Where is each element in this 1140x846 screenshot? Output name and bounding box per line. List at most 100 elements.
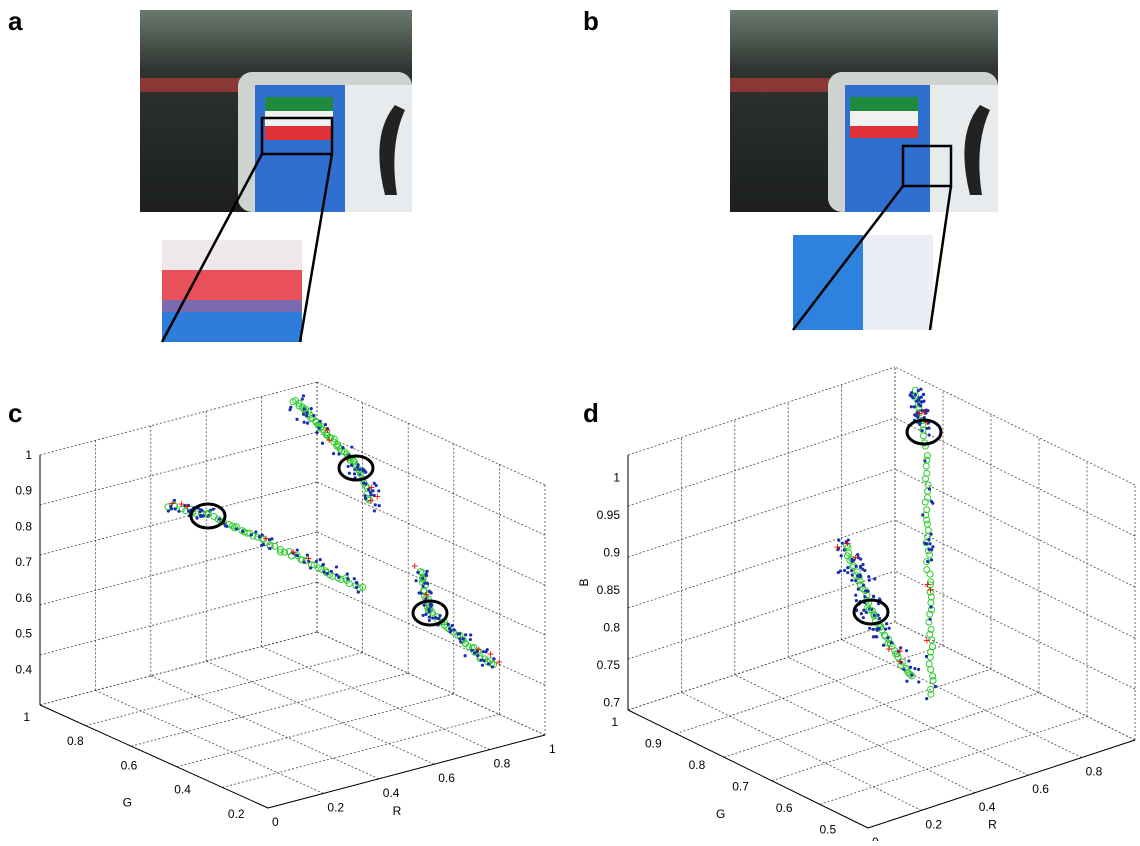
blue-marker bbox=[905, 680, 908, 683]
tick-label: 0.8 bbox=[15, 519, 32, 533]
blue-marker bbox=[235, 527, 238, 530]
blue-marker bbox=[469, 638, 472, 641]
blue-marker bbox=[448, 627, 451, 630]
blue-marker bbox=[850, 579, 853, 582]
grid-line bbox=[222, 714, 499, 787]
grid-line bbox=[40, 482, 317, 555]
blue-marker bbox=[268, 547, 271, 550]
blue-marker bbox=[487, 662, 490, 665]
blue-marker bbox=[348, 472, 351, 475]
red-marker: + bbox=[374, 490, 381, 504]
blue-marker bbox=[491, 665, 494, 668]
blue-marker bbox=[918, 423, 921, 426]
blue-marker bbox=[855, 565, 858, 568]
blue-marker bbox=[918, 396, 921, 399]
blue-marker bbox=[456, 632, 459, 635]
grid-line bbox=[151, 676, 379, 779]
blue-marker bbox=[928, 542, 931, 545]
blue-marker bbox=[321, 442, 324, 445]
blue-marker bbox=[864, 589, 867, 592]
tick-label: 0.8 bbox=[67, 734, 84, 748]
blue-marker bbox=[913, 667, 916, 670]
blue-marker bbox=[914, 393, 917, 396]
green-marker bbox=[924, 521, 930, 527]
grid-line bbox=[40, 382, 317, 455]
blue-marker bbox=[887, 636, 890, 639]
tick-label: 0.9 bbox=[645, 736, 662, 750]
blue-marker bbox=[337, 576, 340, 579]
blue-marker bbox=[925, 655, 928, 658]
blue-marker bbox=[326, 572, 329, 575]
tick-label: 0.2 bbox=[925, 817, 942, 831]
tick-label: 0 bbox=[872, 835, 879, 841]
grid-line bbox=[895, 367, 1135, 485]
tick-label: 0.85 bbox=[597, 583, 621, 597]
blue-marker bbox=[346, 572, 349, 575]
blue-marker bbox=[427, 607, 430, 610]
blue-marker bbox=[862, 584, 865, 587]
blue-marker bbox=[305, 411, 308, 414]
blue-marker bbox=[288, 408, 291, 411]
blue-marker bbox=[851, 573, 854, 576]
blue-marker bbox=[305, 414, 308, 417]
tick-label: 0.5 bbox=[819, 822, 836, 836]
blue-marker bbox=[312, 414, 315, 417]
blue-marker bbox=[301, 398, 304, 401]
tick-label: 0.8 bbox=[603, 621, 620, 635]
blue-marker bbox=[423, 582, 426, 585]
blue-marker bbox=[857, 588, 860, 591]
grid-line bbox=[177, 694, 454, 767]
blue-marker bbox=[459, 640, 462, 643]
green-marker bbox=[927, 571, 933, 577]
green-marker bbox=[928, 600, 934, 606]
blue-marker bbox=[421, 614, 424, 617]
tick-label: 0.4 bbox=[383, 786, 400, 800]
blue-marker bbox=[241, 530, 244, 533]
blue-marker bbox=[839, 569, 842, 572]
blue-marker bbox=[250, 533, 253, 536]
panel-label: c bbox=[8, 398, 22, 428]
blue-marker bbox=[923, 542, 926, 545]
tick-label: 0.6 bbox=[438, 771, 455, 785]
tick-label: 1 bbox=[549, 742, 556, 756]
blue-marker bbox=[862, 616, 865, 619]
blue-marker bbox=[350, 445, 353, 448]
blue-marker bbox=[469, 633, 472, 636]
blue-marker bbox=[353, 577, 356, 580]
blue-marker bbox=[917, 680, 920, 683]
grid-line bbox=[317, 532, 545, 635]
blue-marker bbox=[319, 558, 322, 561]
blue-marker bbox=[451, 624, 454, 627]
green-marker bbox=[925, 527, 931, 533]
blue-marker bbox=[481, 664, 484, 667]
blue-marker bbox=[840, 554, 843, 557]
blue-marker bbox=[355, 582, 358, 585]
tick-label: 0.8 bbox=[1086, 765, 1103, 779]
tick-label: 0.9 bbox=[15, 484, 32, 498]
blue-marker bbox=[872, 628, 875, 631]
blue-marker bbox=[927, 538, 930, 541]
figure: a b c d 10.90.80.70.60.50.410.80.60.40.2… bbox=[0, 0, 1140, 841]
tick-label: 0.4 bbox=[174, 783, 191, 797]
red-marker: + bbox=[924, 577, 931, 591]
grid-line bbox=[895, 418, 1135, 536]
blue-marker bbox=[930, 533, 933, 536]
green-marker bbox=[928, 667, 934, 673]
blue-marker bbox=[482, 659, 485, 662]
grid-line bbox=[40, 432, 317, 505]
red-marker: + bbox=[169, 496, 176, 510]
blue-marker bbox=[323, 570, 326, 573]
blue-marker bbox=[428, 616, 431, 619]
blue-marker bbox=[195, 516, 198, 519]
tick-label: 0.5 bbox=[15, 627, 32, 641]
red-marker: + bbox=[834, 540, 841, 554]
blue-marker bbox=[884, 628, 887, 631]
blue-marker bbox=[910, 674, 913, 677]
blue-marker bbox=[907, 659, 910, 662]
blue-marker bbox=[254, 530, 257, 533]
blue-marker bbox=[931, 545, 934, 548]
tick-label: 1 bbox=[613, 471, 620, 485]
blue-marker bbox=[876, 629, 879, 632]
blue-marker bbox=[335, 565, 338, 568]
photo-b bbox=[730, 10, 998, 330]
